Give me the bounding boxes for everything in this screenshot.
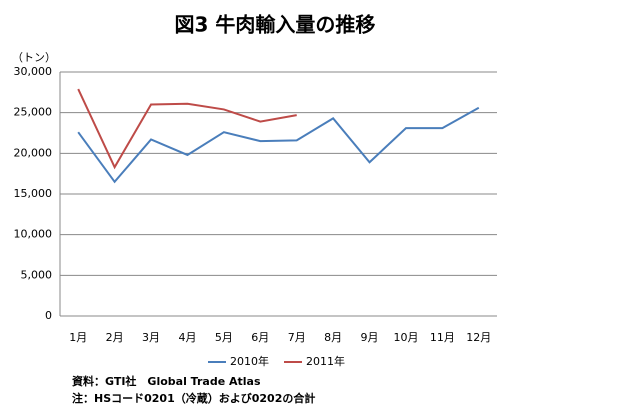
note: 資料：GTI社 Global Trade Atlas [72,374,261,388]
y-tick-label: 30,000 [14,65,53,78]
x-tick-label: 12月 [466,331,491,344]
y-tick-label: 20,000 [14,146,53,159]
x-tick-label: 6月 [251,331,269,344]
line [77,106,480,184]
y-tick-label: 0 [45,309,52,322]
x-tick-label: 5月 [215,331,233,344]
x-tick-label: 11月 [430,331,455,344]
x-tick-label: 8月 [324,331,342,344]
x-tick-label: 3月 [142,331,160,344]
x-tick-label: 7月 [288,331,306,344]
legend-label: 2010年 [230,354,269,368]
y-axis-label: （トン） [12,51,56,64]
y-tick-label: 15,000 [14,187,53,200]
y-tick-label: 25,000 [14,106,53,119]
x-tick-label: 2月 [106,331,124,344]
y-tick-label: 5,000 [21,268,53,281]
x-tick-label: 1月 [69,331,87,344]
line [77,88,297,170]
y-tick-label: 10,000 [14,228,53,241]
note: 注：HSコード0201（冷蔵）および0202の合計 [72,391,315,405]
x-tick-label: 10月 [393,331,418,344]
x-tick-label: 4月 [178,331,196,344]
x-tick-label: 9月 [361,331,379,344]
chart-title: 図3 牛肉輸入量の推移 [175,13,376,37]
legend-label: 2011年 [306,354,345,368]
